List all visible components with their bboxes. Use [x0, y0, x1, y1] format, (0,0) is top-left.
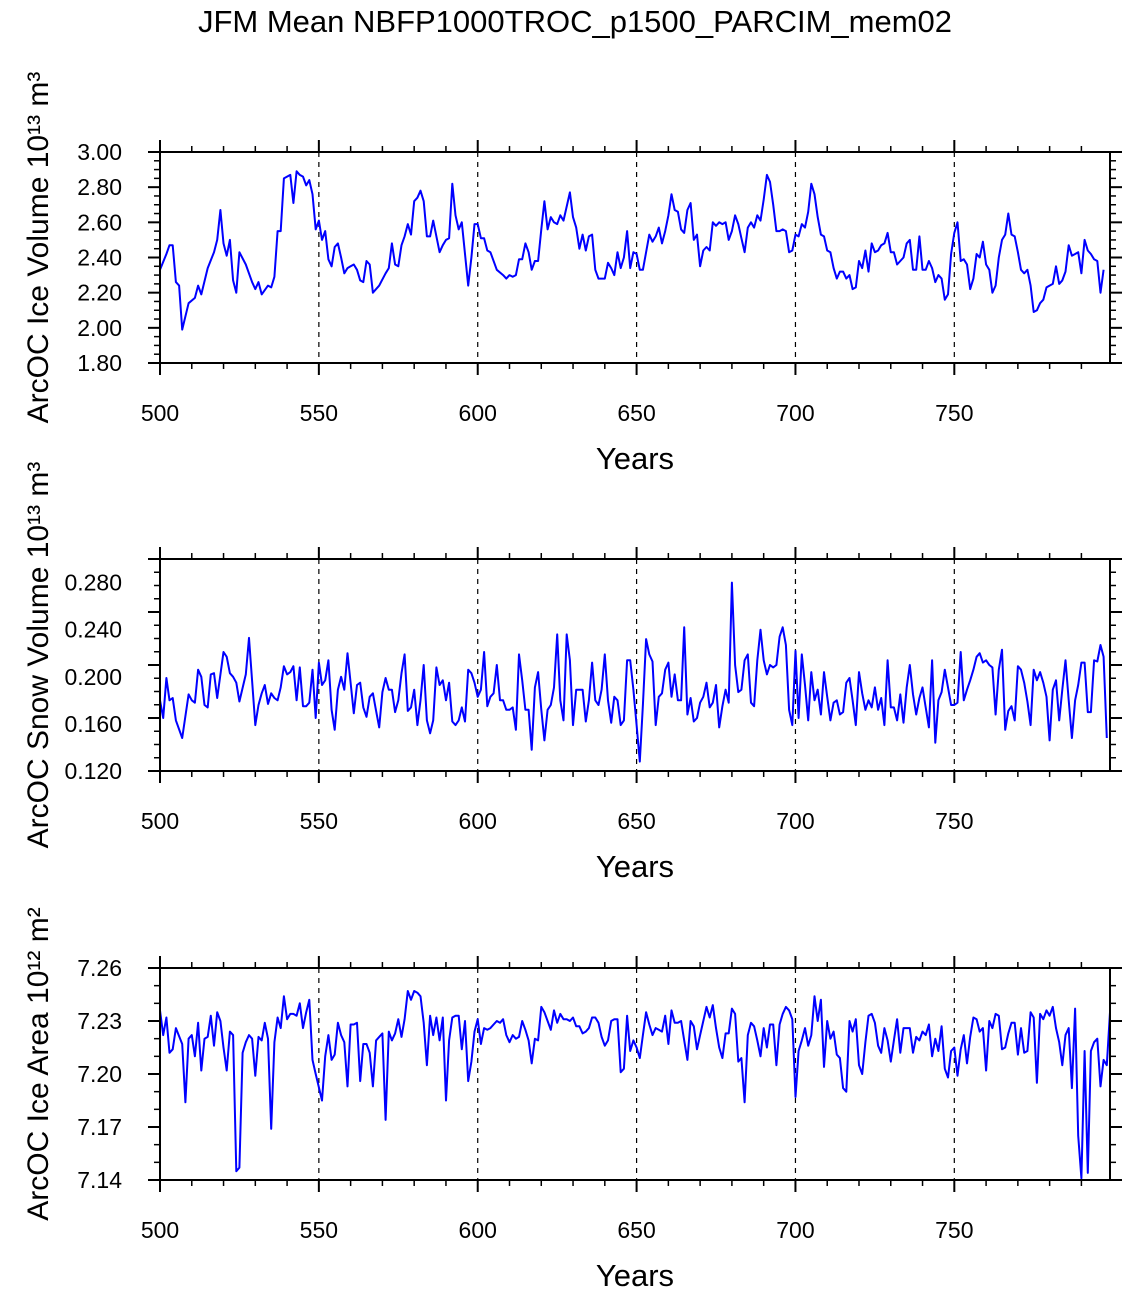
x-tick-label: 750	[935, 808, 973, 834]
x-tick-label: 500	[141, 808, 179, 834]
x-tick-label: 750	[935, 1217, 973, 1243]
x-tick-label: 700	[776, 1217, 814, 1243]
y-tick-label: 2.60	[77, 209, 122, 235]
x-tick-label: 650	[617, 1217, 655, 1243]
data-series-line	[159, 990, 1111, 1180]
y-axis-label: ArcOC Ice Volume 10¹³ m³	[22, 72, 55, 424]
y-tick-label: 7.26	[77, 955, 122, 981]
x-tick-label: 550	[300, 400, 338, 426]
panel-1: 500 550 600 650 700 750 1.80 2.00 2.20 2.40 2.60 2.…	[22, 72, 1122, 476]
plot-frame	[159, 151, 1111, 364]
y-tick-label: 0.120	[64, 758, 122, 784]
plot-frame	[159, 967, 1111, 1181]
chart-title: JFM Mean NBFP1000TROC_p1500_PARCIM_mem02	[198, 4, 952, 39]
y-tick-label: 0.200	[64, 664, 122, 690]
panel-2: 500 550 600 650 700 750 0.120 0.160 0.200 0.240 0.…	[22, 462, 1122, 884]
x-tick-label: 550	[300, 808, 338, 834]
y-tick-label: 7.20	[77, 1061, 122, 1087]
y-tick-label: 7.17	[77, 1114, 122, 1140]
x-tick-label: 700	[776, 400, 814, 426]
panel-3: 500 550 600 650 700 750 7.14 7.17 7.20 7.23 7.26 Ye…	[22, 907, 1122, 1291]
x-tick-label: 550	[300, 1217, 338, 1243]
y-tick-label: 2.40	[77, 245, 122, 271]
plot-frame	[159, 558, 1111, 772]
x-tick-label: 500	[141, 400, 179, 426]
y-tick-label: 1.80	[77, 350, 122, 376]
y-tick-label: 2.00	[77, 315, 122, 341]
y-tick-label: 2.80	[77, 174, 122, 200]
x-tick-label: 500	[141, 1217, 179, 1243]
x-tick-label: 750	[935, 400, 973, 426]
y-tick-label: 0.280	[64, 570, 122, 596]
y-tick-label: 7.14	[77, 1167, 122, 1193]
x-tick-label: 700	[776, 808, 814, 834]
x-tick-label: 600	[459, 400, 497, 426]
x-tick-label: 650	[617, 400, 655, 426]
x-tick-label: 600	[459, 1217, 497, 1243]
y-axis-label: ArcOC Snow Volume 10¹³ m³	[22, 462, 55, 849]
y-tick-label: 0.160	[64, 711, 122, 737]
x-tick-label: 650	[617, 808, 655, 834]
y-tick-label: 7.23	[77, 1008, 122, 1034]
x-axis-label: Years	[596, 441, 674, 476]
x-tick-label: 600	[459, 808, 497, 834]
y-axis-label: ArcOC Ice Area 10¹² m²	[22, 907, 55, 1220]
data-series-line	[159, 170, 1105, 331]
data-series-line	[159, 581, 1108, 763]
y-tick-label: 3.00	[77, 139, 122, 165]
x-axis-label: Years	[596, 849, 674, 884]
x-axis-label: Years	[596, 1258, 674, 1291]
y-tick-label: 0.240	[64, 617, 122, 643]
y-tick-label: 2.20	[77, 280, 122, 306]
